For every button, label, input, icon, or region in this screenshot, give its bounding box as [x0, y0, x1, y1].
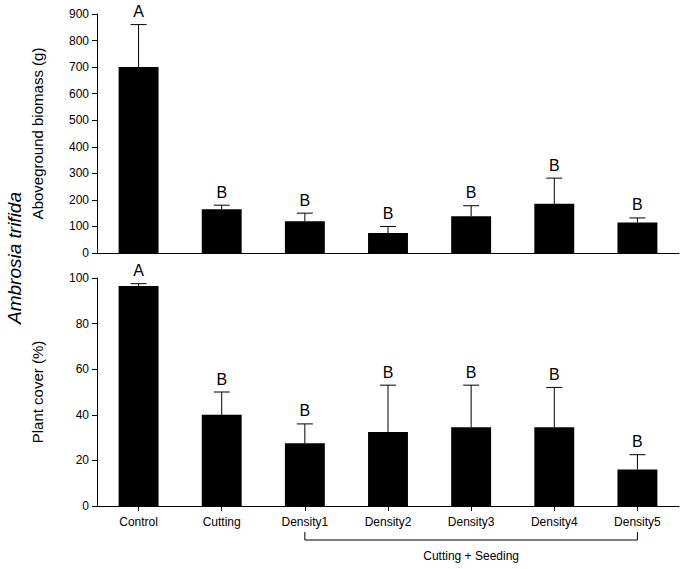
- svg-text:100: 100: [69, 271, 89, 285]
- svg-text:Plant cover (%): Plant cover (%): [29, 341, 46, 444]
- svg-text:600: 600: [69, 87, 89, 101]
- svg-text:Aboveground biomass (g): Aboveground biomass (g): [29, 48, 46, 220]
- svg-text:800: 800: [69, 34, 89, 48]
- svg-text:B: B: [383, 364, 394, 381]
- svg-text:Density4: Density4: [531, 515, 578, 529]
- svg-text:A: A: [133, 262, 144, 279]
- svg-text:40: 40: [76, 408, 90, 422]
- svg-text:B: B: [216, 371, 227, 388]
- svg-text:900: 900: [69, 7, 89, 21]
- svg-text:B: B: [300, 402, 311, 419]
- svg-text:B: B: [549, 366, 560, 383]
- svg-text:B: B: [549, 157, 560, 174]
- svg-text:Cutting: Cutting: [203, 515, 241, 529]
- svg-text:200: 200: [69, 193, 89, 207]
- svg-text:B: B: [216, 184, 227, 201]
- svg-text:B: B: [632, 433, 643, 450]
- svg-text:20: 20: [76, 453, 90, 467]
- svg-text:B: B: [632, 196, 643, 213]
- svg-text:Density2: Density2: [365, 515, 412, 529]
- svg-text:100: 100: [69, 219, 89, 233]
- svg-text:0: 0: [82, 246, 89, 260]
- svg-text:B: B: [383, 205, 394, 222]
- svg-text:80: 80: [76, 317, 90, 331]
- svg-text:A: A: [133, 3, 144, 20]
- svg-text:60: 60: [76, 362, 90, 376]
- svg-text:Density1: Density1: [282, 515, 329, 529]
- svg-text:Cutting + Seeding: Cutting + Seeding: [423, 549, 519, 563]
- svg-text:B: B: [300, 192, 311, 209]
- svg-text:0: 0: [82, 499, 89, 513]
- svg-text:Control: Control: [119, 515, 158, 529]
- svg-text:Density5: Density5: [614, 515, 661, 529]
- svg-text:500: 500: [69, 113, 89, 127]
- svg-text:Density3: Density3: [448, 515, 495, 529]
- svg-text:400: 400: [69, 140, 89, 154]
- svg-text:300: 300: [69, 166, 89, 180]
- svg-text:700: 700: [69, 60, 89, 74]
- svg-text:B: B: [466, 184, 477, 201]
- svg-text:B: B: [466, 364, 477, 381]
- svg-text:Ambrosia trifida: Ambrosia trifida: [4, 192, 25, 325]
